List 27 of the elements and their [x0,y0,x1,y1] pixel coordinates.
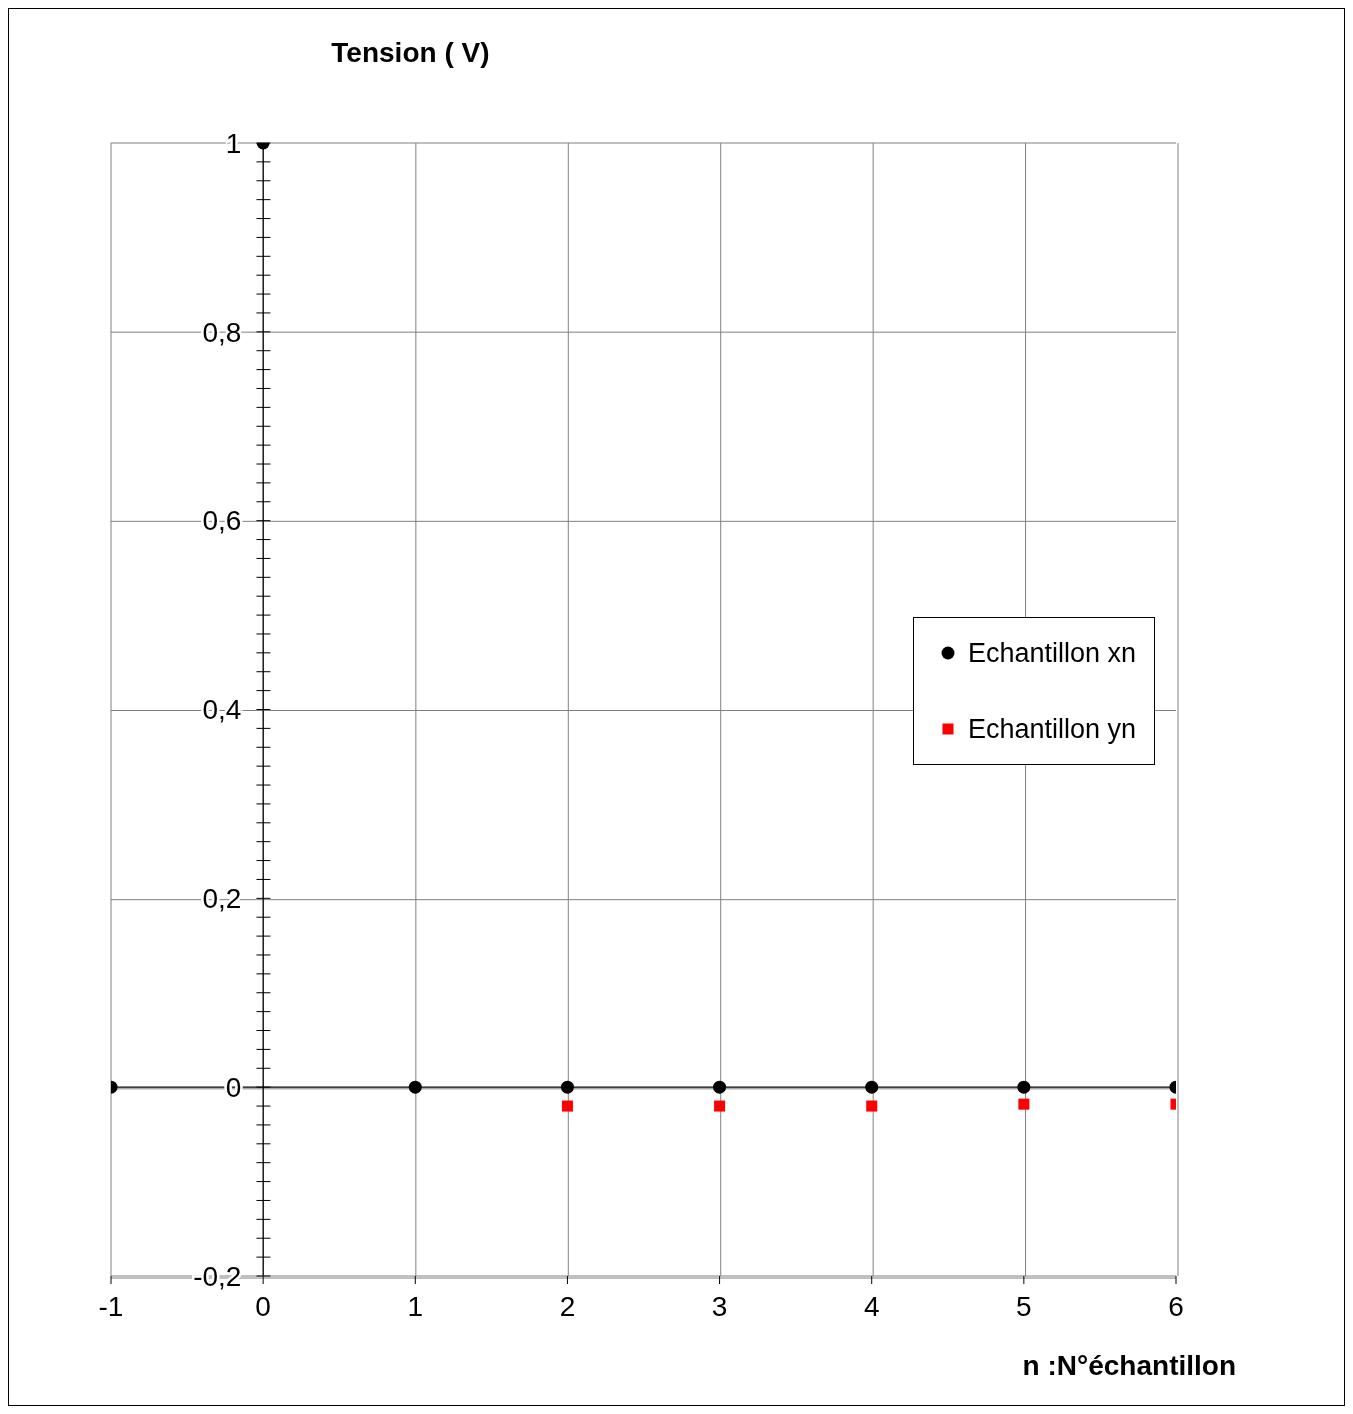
x-tick-label: 4 [863,1290,880,1322]
x-tick-label: 2 [559,1290,576,1322]
point [408,1080,422,1094]
x-tick-label: 1 [407,1290,424,1322]
x-tick-label: 3 [711,1290,728,1322]
x-tick-label: -1 [98,1290,124,1322]
point [713,1080,727,1094]
legend-label: Echantillon xn [968,637,1137,669]
x-tick-label: 0 [255,1290,271,1322]
y-tick-label: 0,4 [202,694,242,726]
y-tick-label: 0,8 [202,316,242,348]
y-tick-label: 0,6 [202,505,242,537]
x-axis-title: n :N°échantillon [1022,1350,1236,1381]
point [1018,1098,1030,1110]
y-axis-title: Tension ( V) [331,36,490,68]
point [714,1100,726,1112]
y-tick-label: -0,2 [193,1260,242,1292]
x-tick-label: 5 [1016,1290,1032,1322]
point [560,1080,574,1094]
point [561,1100,573,1112]
point [866,1100,878,1112]
x-tick-label: 6 [1168,1290,1184,1322]
y-tick-label: 1 [225,127,242,159]
point [1017,1080,1031,1094]
point [865,1080,879,1094]
legend-label: Echantillon yn [968,713,1137,745]
y-tick-label: 0,2 [202,883,242,915]
